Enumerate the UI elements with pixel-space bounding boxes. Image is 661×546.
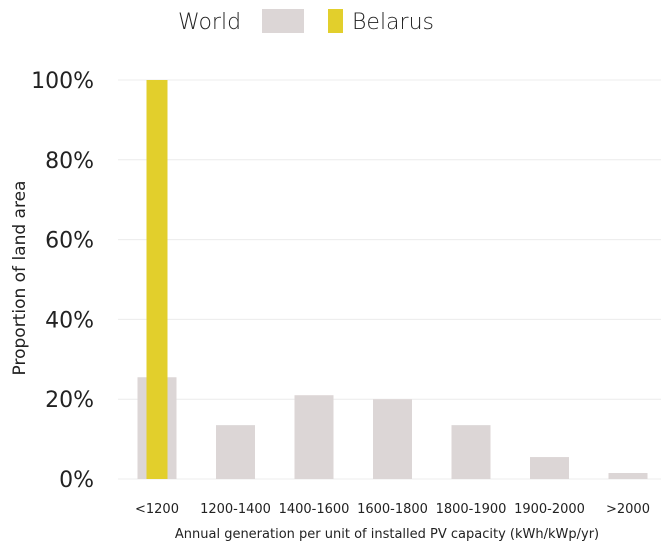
y-tick-label: 60% bbox=[45, 229, 94, 254]
y-tick-label: 20% bbox=[45, 388, 94, 413]
bar-world bbox=[294, 395, 334, 479]
bar-world bbox=[451, 425, 491, 479]
gridlines bbox=[118, 79, 661, 480]
y-tick-label: 0% bbox=[59, 468, 94, 493]
x-tick-label: 1200-1400 bbox=[200, 502, 271, 517]
bar-belarus bbox=[146, 80, 168, 479]
x-axis-label: Annual generation per unit of installed … bbox=[175, 527, 599, 542]
legend-swatch-belarus bbox=[328, 9, 343, 33]
bar-world bbox=[373, 399, 412, 479]
y-tick-label: 40% bbox=[45, 308, 94, 333]
y-axis-ticks: 0% 20% 40% 60% 80% 100% bbox=[31, 69, 94, 493]
bar-world bbox=[530, 457, 569, 479]
x-tick-label: 1800-1900 bbox=[436, 502, 507, 517]
y-axis-label: Proportion of land area bbox=[10, 181, 30, 376]
x-tick-label: 1900-2000 bbox=[514, 502, 585, 517]
x-tick-label: <1200 bbox=[135, 502, 179, 517]
y-tick-label: 100% bbox=[31, 69, 94, 94]
x-tick-label: >2000 bbox=[606, 502, 650, 517]
bar-world bbox=[216, 425, 255, 479]
legend: World Belarus bbox=[178, 9, 434, 35]
x-axis-ticks: <1200 1200-1400 1400-1600 1600-1800 1800-190… bbox=[135, 502, 650, 517]
legend-label-world: World bbox=[178, 10, 241, 35]
x-tick-label: 1600-1800 bbox=[357, 502, 428, 517]
x-tick-label: 1400-1600 bbox=[279, 502, 350, 517]
bar-world bbox=[608, 473, 648, 479]
legend-swatch-world bbox=[262, 9, 304, 33]
y-tick-label: 80% bbox=[45, 149, 94, 174]
legend-label-belarus: Belarus bbox=[352, 10, 434, 35]
bars bbox=[137, 80, 648, 479]
